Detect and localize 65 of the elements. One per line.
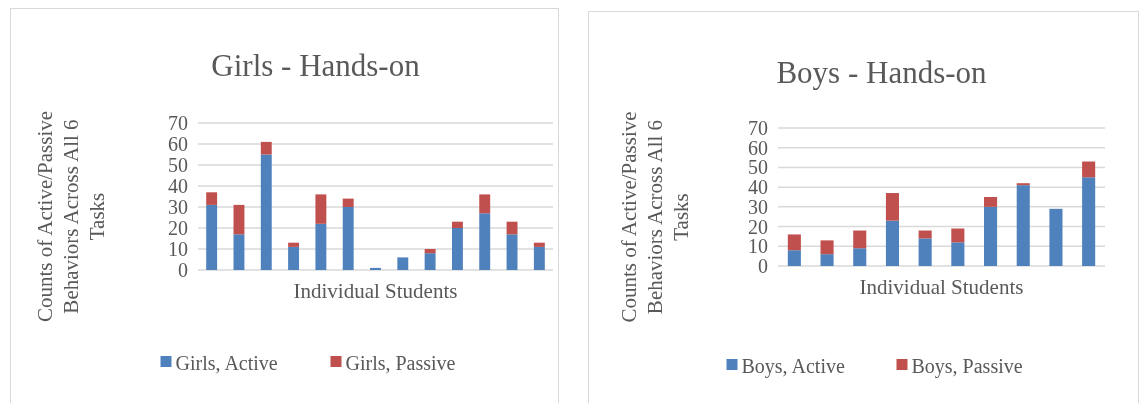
bar bbox=[479, 194, 491, 214]
bar bbox=[1082, 161, 1096, 178]
bar bbox=[233, 234, 245, 270]
bar bbox=[820, 240, 834, 255]
bar bbox=[315, 223, 327, 270]
y-axis-title: Counts of Active/Passive Behaviors Across All 6 Tasks bbox=[617, 111, 693, 323]
legend-label: Boys, Active bbox=[741, 355, 845, 378]
bar bbox=[288, 246, 300, 270]
y-tick-label: 20 bbox=[168, 217, 188, 239]
bar bbox=[1016, 185, 1030, 266]
legend-label: Boys, Passive bbox=[911, 355, 1023, 378]
bar bbox=[885, 220, 899, 266]
y-axis-title: Counts of Active/Passive Behaviors Across All 6 Tasks bbox=[33, 110, 109, 323]
bar bbox=[951, 228, 965, 243]
y-tick-label: 70 bbox=[168, 112, 188, 134]
legend-label: Girls, Passive bbox=[345, 352, 456, 374]
bar bbox=[1049, 208, 1063, 266]
y-tick-label: 60 bbox=[748, 136, 768, 159]
bar bbox=[370, 267, 381, 270]
bar bbox=[1082, 177, 1096, 266]
y-tick-label: 60 bbox=[168, 133, 188, 155]
y-tick-label: 0 bbox=[178, 259, 188, 281]
chart-title: Girls - Hands-on bbox=[211, 48, 421, 83]
y-tick-label: 50 bbox=[748, 156, 768, 179]
bar bbox=[451, 221, 463, 228]
legend-label: Girls, Active bbox=[175, 352, 278, 374]
y-tick-label: 20 bbox=[748, 215, 768, 238]
bar bbox=[853, 230, 867, 249]
y-tick-label: 70 bbox=[748, 117, 768, 139]
bar bbox=[787, 250, 801, 266]
bar bbox=[424, 249, 436, 254]
y-tick-label: 40 bbox=[168, 175, 188, 197]
bar bbox=[533, 242, 545, 247]
y-tick-label: 0 bbox=[758, 255, 768, 277]
x-axis-title: Individual Students bbox=[859, 275, 1024, 299]
x-axis-title: Individual Students bbox=[293, 279, 458, 303]
bar bbox=[315, 194, 327, 224]
bar bbox=[206, 204, 218, 270]
bar bbox=[984, 206, 998, 266]
y-tick-label: 30 bbox=[168, 196, 188, 218]
bar bbox=[451, 228, 463, 270]
bar bbox=[233, 204, 245, 235]
bar bbox=[260, 141, 272, 155]
bar bbox=[951, 242, 965, 266]
bar bbox=[506, 221, 518, 235]
bar bbox=[342, 207, 354, 270]
y-tick-label: 10 bbox=[748, 235, 768, 258]
chart-title: Boys - Hands-on bbox=[776, 55, 988, 90]
bar bbox=[820, 254, 834, 266]
bar bbox=[479, 213, 491, 270]
bar bbox=[397, 257, 409, 270]
bar bbox=[984, 197, 998, 207]
bar bbox=[787, 234, 801, 251]
bar bbox=[288, 242, 300, 247]
y-tick-label: 50 bbox=[168, 154, 188, 176]
bar bbox=[533, 246, 545, 270]
bar bbox=[885, 193, 899, 221]
bar bbox=[506, 234, 518, 270]
bar bbox=[853, 248, 867, 266]
bar bbox=[260, 154, 272, 270]
bar bbox=[342, 198, 354, 207]
bar bbox=[424, 253, 436, 270]
y-tick-label: 10 bbox=[168, 238, 188, 260]
bar bbox=[206, 192, 218, 205]
bar bbox=[918, 238, 932, 266]
